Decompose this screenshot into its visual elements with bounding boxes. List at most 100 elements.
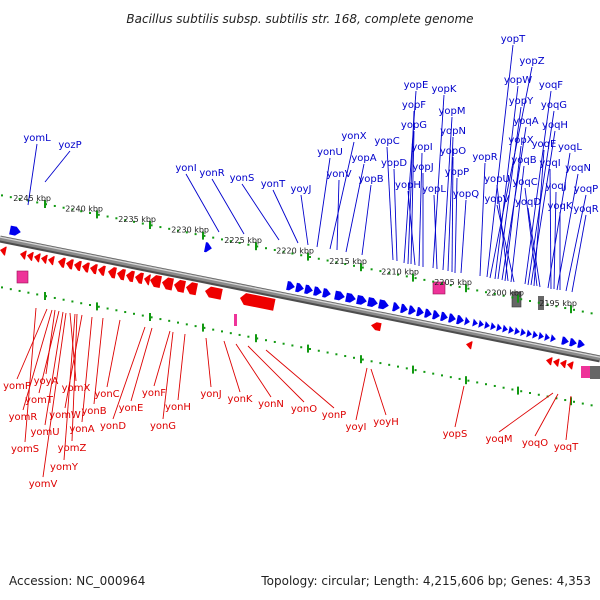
upper-ruler-dot [370,268,373,271]
lower-ruler-dot [300,346,303,349]
forward-label-leader [524,187,538,287]
forward-gene-arrow-group [295,282,304,293]
forward-gene-arrow [514,327,520,335]
upper-ruler-dot [106,215,109,218]
forward-gene-label-yonU: yonU [317,147,343,158]
forward-gene-label-yopE: yopE [404,80,429,91]
lower-ruler-dot [80,302,83,305]
forward-gene-arrow [526,329,532,338]
forward-gene-arrow-group [400,303,408,314]
reverse-label-leader [112,326,146,420]
forward-gene-arrow [464,316,470,326]
lower-ruler-dot [467,379,470,382]
lower-ruler-dot [353,356,355,359]
forward-gene-labels: yomL yozP yonI yonR yonS yonT yoyJ yonU yonX yonV… [23,34,599,293]
reverse-gene-arrow [117,268,126,281]
reverse-label-leader [205,337,212,388]
forward-gene-arrow-group [378,299,389,310]
reverse-label-leader [71,313,78,442]
upper-ruler-dot [185,231,188,234]
forward-label-leader [418,152,423,267]
forward-gene-label-yopQ: yopQ [453,189,479,200]
forward-label-leader [527,207,541,288]
forward-gene-label-yopY: yopY [509,96,534,107]
reverse-gene-arrow [150,275,162,289]
reverse-gene-arrow-group [41,254,48,264]
reverse-gene-label-yonJ: yonJ [200,389,221,400]
lower-ruler-dot [423,370,426,373]
reverse-label-leader [81,316,93,423]
forward-gene-label-yoqG: yoqG [541,100,567,111]
reverse-gene-arrow [41,254,48,264]
forward-gene-label-yopT: yopT [501,34,526,45]
lower-ruler-dot [133,312,135,315]
forward-gene-arrow [9,225,21,236]
forward-label-leader [407,110,415,265]
feature-tracks [0,225,600,379]
lower-ruler-dot [141,314,144,317]
forward-gene-arrow-group [204,242,212,253]
lower-ruler-dot [441,374,443,377]
forward-gene-arrow-group [392,302,400,312]
upper-ruler-dot [511,296,514,299]
kbp-tick-label: 2230 kbp [171,226,209,235]
upper-ruler-dot [344,263,347,266]
forward-label-leader [565,194,587,292]
lower-ruler-dot [405,367,408,370]
forward-gene-label-yopN: yopN [440,126,466,137]
forward-gene-arrow-group [313,286,322,296]
upper-ruler-dot [124,219,127,222]
reverse-gene-arrow [20,250,27,260]
reverse-gene-arrow-group [567,361,574,370]
forward-label-leader [571,214,587,293]
lower-ruler-dot [221,330,223,333]
lower-ruler-dot [344,355,347,358]
forward-gene-label-yoqJ: yoqJ [545,181,566,192]
reverse-gene-arrow [546,357,553,366]
reverse-gene-label-yomY: yomY [50,462,79,473]
forward-gene-arrow-group [304,284,313,295]
upper-ruler-dot [423,278,426,281]
forward-gene-label-yopK: yopK [432,84,457,95]
upper-ruler-dot [273,248,276,251]
forward-gene-label-yopB: yopB [358,174,383,185]
forward-gene-label-yoqE: yoqE [532,139,557,150]
reverse-gene-label-yonA: yonA [69,424,94,435]
upper-ruler-dot [537,301,540,304]
lower-ruler-dot [273,340,276,343]
reverse-gene-label-yonE: yonE [119,403,144,414]
reverse-gene-arrow [66,259,74,270]
reverse-gene-label-yonG: yonG [150,421,176,432]
lower-ruler-dot [177,321,179,324]
lower-ruler-dot [476,381,479,384]
forward-gene-arrow-group [286,280,295,291]
forward-gene-arrow [484,321,490,329]
forward-gene-label-yopR: yopR [472,152,497,163]
forward-gene-label-yoqF: yoqF [539,80,563,91]
reverse-gene-label-yomP: yomP [3,381,31,392]
forward-gene-arrow [496,323,502,332]
lower-ruler-dot [590,404,593,407]
forward-gene-arrow-group [440,311,448,322]
reverse-gene-arrow [135,272,144,284]
forward-gene-arrow [440,311,448,322]
lower-ruler-dot [256,337,259,340]
forward-gene-label-yopL: yopL [422,184,446,195]
forward-label-leader [504,145,522,282]
forward-label-leader [386,146,394,261]
reverse-gene-label-yonD: yonD [100,421,126,432]
reverse-gene-arrow-group [240,293,276,311]
upper-ruler-dot [150,224,153,227]
forward-gene-arrow-group [478,319,484,328]
upper-ruler-dot [133,220,135,223]
reverse-gene-label-yoqM: yoqM [485,434,512,445]
reverse-gene-labels: yomP yoyA yomT yomX yomR yomW yomU yonA yonB yonC… [3,307,579,490]
rna-gene-box [432,281,446,295]
lower-ruler-dot [53,296,56,299]
forward-gene-label-yopI: yopI [411,142,432,153]
forward-label-leader [530,130,556,286]
upper-ruler-dot [361,266,364,269]
forward-label-leader [497,106,522,280]
forward-gene-arrow [204,242,212,253]
forward-label-leader [549,168,552,290]
